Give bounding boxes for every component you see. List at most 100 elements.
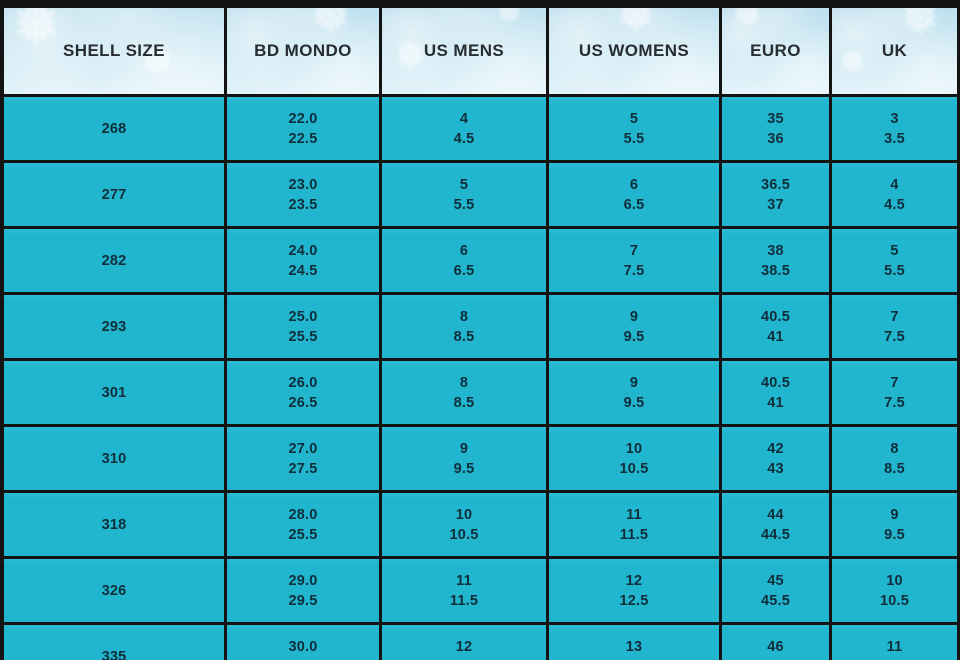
size-value: 28.0 bbox=[288, 506, 318, 523]
cell-euro: 35 36 bbox=[722, 97, 829, 160]
size-value: 37 bbox=[767, 196, 784, 213]
snowflake-icon: ❅ bbox=[310, 8, 352, 42]
cell-euro: 36.5 37 bbox=[722, 163, 829, 226]
cell-euro: 46 bbox=[722, 625, 829, 660]
cell-us-mens: 12 bbox=[382, 625, 546, 660]
size-value: 44.5 bbox=[760, 526, 791, 543]
cell-shell-size: 268 bbox=[4, 97, 224, 160]
size-value: 4.5 bbox=[453, 130, 475, 147]
snowflake-icon: ❅ bbox=[900, 8, 940, 43]
size-value: 9.5 bbox=[884, 526, 905, 543]
size-value: 40.5 bbox=[760, 308, 791, 325]
size-value: 9 bbox=[629, 374, 639, 391]
size-value: 45.5 bbox=[760, 592, 791, 609]
snowflake-icon: ❅ bbox=[732, 8, 762, 34]
size-value: 26.0 bbox=[288, 374, 318, 391]
size-value: 8 bbox=[890, 440, 899, 457]
cell-euro: 42 43 bbox=[722, 427, 829, 490]
size-value: 7 bbox=[629, 242, 639, 259]
cell-euro: 45 45.5 bbox=[722, 559, 829, 622]
snowflake-icon: ❅ bbox=[395, 35, 426, 76]
cell-us-womens: 5 5.5 bbox=[549, 97, 719, 160]
shell-size-value: 310 bbox=[101, 450, 127, 467]
size-value: 10.5 bbox=[619, 460, 649, 477]
size-value: 36.5 bbox=[760, 176, 791, 193]
column-header-euro: ❅ EURO bbox=[722, 8, 829, 94]
cell-euro: 40.5 41 bbox=[722, 361, 829, 424]
cell-mondo: 28.0 25.5 bbox=[227, 493, 379, 556]
size-value: 10 bbox=[886, 572, 903, 589]
size-value: 9 bbox=[629, 308, 639, 325]
shell-size-value: 293 bbox=[101, 318, 127, 335]
size-value: 5 bbox=[890, 242, 899, 259]
cell-uk: 5 5.5 bbox=[832, 229, 957, 292]
cell-us-mens: 5 5.5 bbox=[382, 163, 546, 226]
size-value: 44 bbox=[767, 506, 784, 523]
cell-us-mens: 11 11.5 bbox=[382, 559, 546, 622]
shell-size-value: 301 bbox=[101, 384, 127, 401]
cell-us-womens: 13 bbox=[549, 625, 719, 660]
column-header-label: BD MONDO bbox=[254, 41, 352, 60]
column-header-label: SHELL SIZE bbox=[63, 41, 165, 60]
cell-shell-size: 310 bbox=[4, 427, 224, 490]
size-value: 40.5 bbox=[760, 374, 791, 391]
cell-uk: 7 7.5 bbox=[832, 361, 957, 424]
size-value: 7.5 bbox=[884, 394, 905, 411]
size-value: 7 bbox=[890, 308, 899, 325]
size-value: 7.5 bbox=[884, 328, 905, 345]
size-value: 4 bbox=[890, 176, 899, 193]
size-value: 29.5 bbox=[288, 592, 318, 609]
cell-mondo: 29.0 29.5 bbox=[227, 559, 379, 622]
size-value: 6.5 bbox=[623, 196, 645, 213]
size-value: 3 bbox=[890, 110, 899, 127]
snowflake-icon: ❅ bbox=[839, 46, 866, 79]
size-value: 12 bbox=[625, 572, 643, 589]
cell-euro: 44 44.5 bbox=[722, 493, 829, 556]
cell-shell-size: 335 bbox=[4, 625, 224, 660]
size-value: 10.5 bbox=[879, 592, 910, 609]
size-value: 24.0 bbox=[288, 242, 318, 259]
size-value: 5 bbox=[459, 176, 469, 193]
size-value: 8 bbox=[459, 374, 469, 391]
cell-mondo: 30.0 bbox=[227, 625, 379, 660]
size-value: 9.5 bbox=[453, 460, 475, 477]
size-value: 25.5 bbox=[288, 526, 318, 543]
cell-shell-size: 282 bbox=[4, 229, 224, 292]
column-header-label: US WOMENS bbox=[578, 41, 690, 60]
cell-mondo: 22.0 22.5 bbox=[227, 97, 379, 160]
size-value: 29.0 bbox=[288, 572, 318, 589]
size-value: 38 bbox=[767, 242, 784, 259]
size-value: 10 bbox=[455, 506, 473, 523]
cell-uk: 9 9.5 bbox=[832, 493, 957, 556]
cell-us-mens: 6 6.5 bbox=[382, 229, 546, 292]
size-value: 26.5 bbox=[288, 394, 318, 411]
size-value: 35 bbox=[767, 110, 784, 127]
column-header-label: EURO bbox=[750, 41, 801, 60]
column-header-us-womens: ❅ US WOMENS bbox=[549, 8, 719, 94]
cell-mondo: 25.0 25.5 bbox=[227, 295, 379, 358]
cell-uk: 8 8.5 bbox=[832, 427, 957, 490]
cell-shell-size: 326 bbox=[4, 559, 224, 622]
cell-uk: 11 bbox=[832, 625, 957, 660]
size-value: 8.5 bbox=[884, 460, 905, 477]
cell-euro: 38 38.5 bbox=[722, 229, 829, 292]
cell-us-mens: 8 8.5 bbox=[382, 295, 546, 358]
cell-mondo: 23.0 23.5 bbox=[227, 163, 379, 226]
size-value: 11 bbox=[886, 638, 903, 655]
size-value: 3.5 bbox=[884, 130, 905, 147]
cell-us-womens: 9 9.5 bbox=[549, 295, 719, 358]
cell-us-womens: 9 9.5 bbox=[549, 361, 719, 424]
cell-us-mens: 4 4.5 bbox=[382, 97, 546, 160]
size-value: 10 bbox=[625, 440, 643, 457]
cell-us-mens: 8 8.5 bbox=[382, 361, 546, 424]
column-header-mondo: ❅ BD MONDO bbox=[227, 8, 379, 94]
snowflake-icon: ❅ bbox=[12, 8, 61, 55]
size-value: 9.5 bbox=[623, 394, 645, 411]
size-value: 23.0 bbox=[288, 176, 318, 193]
shell-size-value: 268 bbox=[101, 120, 127, 137]
size-value: 38.5 bbox=[760, 262, 791, 279]
size-value: 36 bbox=[767, 130, 784, 147]
cell-shell-size: 293 bbox=[4, 295, 224, 358]
size-value: 11.5 bbox=[449, 592, 479, 609]
